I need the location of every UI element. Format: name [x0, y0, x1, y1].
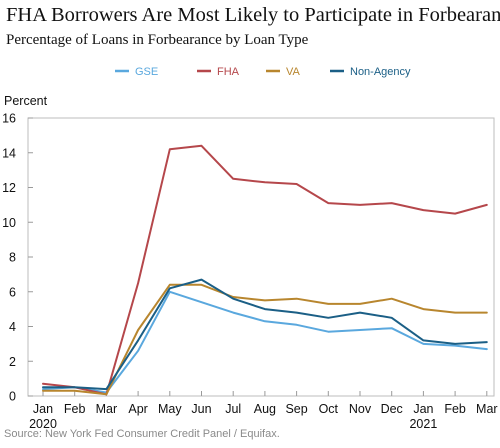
x-axis-ticks: Jan Feb Mar Apr May Jun Jul Aug Sep Oct Nov Dec Jan F… [29, 391, 498, 431]
x-tick-label: Jan [33, 402, 53, 416]
x-tick-label: Feb [64, 402, 86, 416]
x-tick-label: Apr [128, 402, 147, 416]
series-line-fha [42, 144, 488, 396]
x-tick-label: Dec [381, 402, 403, 416]
x-year-label: 2021 [409, 417, 437, 431]
series-lines [42, 144, 488, 396]
y-tick-label: 14 [2, 146, 16, 160]
legend-label: GSE [135, 66, 158, 78]
y-tick-label: 16 [2, 112, 16, 126]
y-tick-label: 8 [9, 251, 16, 265]
legend: GSE FHA VA Non-Agency [115, 66, 411, 78]
legend-label: FHA [217, 66, 240, 78]
series-line-va [42, 283, 488, 396]
series-line-gse [42, 290, 488, 394]
x-tick-label: Jun [191, 402, 211, 416]
chart-title: FHA Borrowers Are Most Likely to Partici… [6, 4, 500, 26]
y-tick-label: 10 [2, 216, 16, 230]
chart-subtitle: Percentage of Loans in Forbearance by Lo… [6, 32, 309, 48]
x-tick-label: Jul [225, 402, 241, 416]
series-line-non-agency [42, 278, 488, 391]
y-tick-label: 12 [2, 181, 16, 195]
x-tick-label: Mar [476, 402, 498, 416]
source-note: Source: New York Fed Consumer Credit Pan… [4, 428, 280, 440]
y-tick-label: 4 [9, 320, 16, 334]
x-tick-label: Feb [444, 402, 466, 416]
legend-label: Non-Agency [350, 66, 411, 78]
y-tick-label: 0 [9, 390, 16, 404]
x-tick-label: Nov [349, 402, 372, 416]
x-tick-label: May [158, 402, 182, 416]
x-tick-label: Jan [413, 402, 433, 416]
plot-frame [27, 117, 495, 397]
y-tick-label: 6 [9, 285, 16, 299]
y-tick-label: 2 [9, 355, 16, 369]
y-axis-ticks: 0 2 4 6 8 10 12 14 16 [2, 112, 33, 404]
x-tick-label: Oct [319, 402, 339, 416]
x-tick-label: Sep [285, 402, 307, 416]
x-year-label: 2020 [29, 417, 57, 431]
y-axis-label: Percent [4, 94, 48, 108]
x-tick-label: Mar [96, 402, 118, 416]
legend-label: VA [286, 66, 301, 78]
x-tick-label: Aug [254, 402, 276, 416]
